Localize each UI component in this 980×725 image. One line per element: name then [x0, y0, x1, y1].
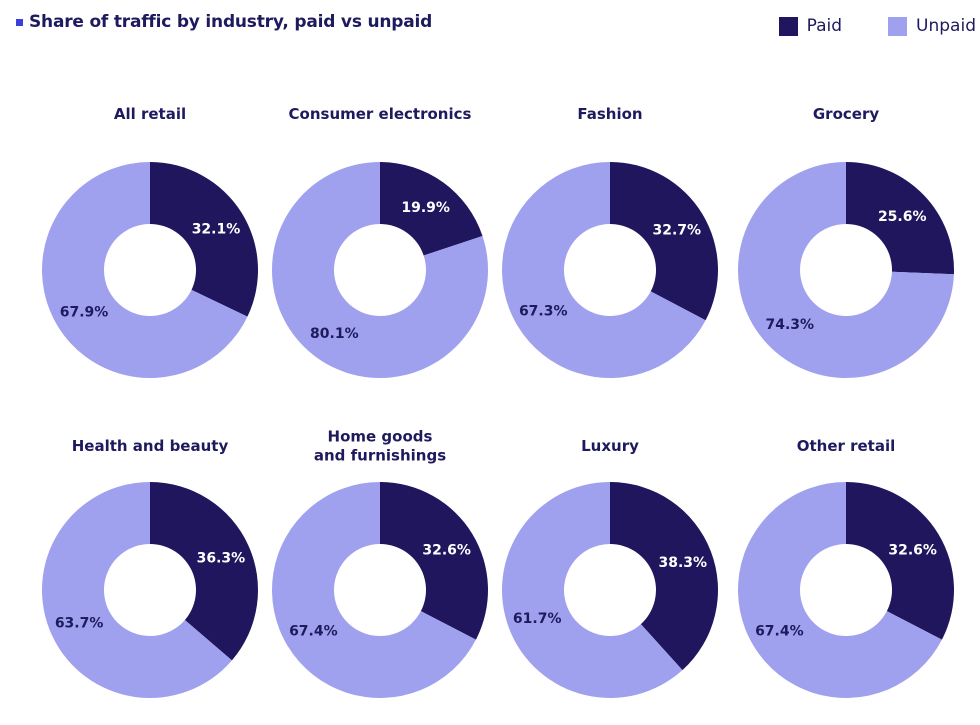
- donut-all-retail: All retail 32.1% 67.9%: [41, 105, 258, 379]
- donut-all-retail-title: All retail: [114, 105, 186, 123]
- donut-other-retail-label-paid: 32.6%: [888, 542, 937, 558]
- donut-consumer-electronics: Consumer electronics 19.9% 80.1%: [272, 105, 488, 379]
- donut-other-retail-title: Other retail: [797, 437, 896, 455]
- donut-fashion-slice-paid: [610, 162, 718, 321]
- donut-fashion-title: Fashion: [577, 105, 642, 123]
- donut-home-goods-and-furnishings-slice-unpaid: [272, 482, 476, 699]
- donut-luxury-slice-paid: [610, 482, 718, 671]
- donut-home-goods-and-furnishings-label-paid: 32.6%: [422, 542, 471, 558]
- donut-other-retail-label-unpaid: 67.4%: [755, 624, 804, 640]
- donut-luxury-slice-unpaid: [502, 482, 683, 698]
- donut-health-and-beauty-label-paid: 36.3%: [197, 550, 246, 566]
- donut-home-goods-and-furnishings-slice-paid: [380, 482, 489, 640]
- donut-consumer-electronics-slice-paid: [380, 162, 483, 256]
- donut-consumer-electronics-title: Consumer electronics: [289, 105, 472, 123]
- donut-health-and-beauty-slice-paid: [150, 482, 259, 661]
- donut-health-and-beauty-slice-unpaid: [42, 482, 232, 698]
- legend: Paid Unpaid: [733, 16, 976, 36]
- donut-fashion-label-paid: 32.7%: [652, 223, 701, 239]
- donut-fashion-slice-unpaid: [502, 162, 706, 378]
- legend-swatch-paid: [778, 16, 798, 36]
- legend-label-unpaid: Unpaid: [916, 16, 976, 36]
- legend-item-paid: Paid: [778, 16, 843, 36]
- donut-health-and-beauty: Health and beauty 36.3% 63.7%: [42, 437, 259, 698]
- donut-grocery: Grocery 25.6% 74.3%: [737, 105, 955, 378]
- donut-health-and-beauty-label-unpaid: 63.7%: [55, 616, 104, 632]
- legend-item-unpaid: Unpaid: [888, 16, 976, 36]
- legend-label-paid: Paid: [806, 16, 843, 36]
- donut-consumer-electronics-label-paid: 19.9%: [401, 200, 450, 216]
- donut-grocery-slice-paid: [846, 162, 955, 275]
- donut-consumer-electronics-slice-unpaid: [272, 162, 488, 379]
- donut-grocery-slice-unpaid: [737, 162, 954, 378]
- donut-all-retail-slice-paid: [150, 162, 258, 317]
- donut-consumer-electronics-label-unpaid: 80.1%: [310, 326, 359, 342]
- donut-grocery-label-paid: 25.6%: [878, 209, 927, 225]
- donut-luxury: Luxury 38.3% 61.7%: [502, 437, 718, 698]
- donut-luxury-title: Luxury: [581, 437, 639, 455]
- donut-other-retail-slice-unpaid: [738, 482, 942, 698]
- donut-other-retail: Other retail 32.6% 67.4%: [738, 437, 955, 698]
- donut-home-goods-and-furnishings-label-unpaid: 67.4%: [289, 624, 338, 640]
- donut-grocery-label-unpaid: 74.3%: [765, 317, 814, 333]
- donut-fashion: Fashion 32.7% 67.3%: [502, 105, 718, 378]
- donut-all-retail-label-unpaid: 67.9%: [60, 305, 109, 321]
- title-marker: [16, 18, 23, 26]
- donut-health-and-beauty-title: Health and beauty: [72, 437, 229, 455]
- donut-home-goods-and-furnishings-title: Home goods and furnishings: [314, 428, 446, 465]
- donut-all-retail-slice-unpaid: [41, 162, 248, 379]
- donut-luxury-label-unpaid: 61.7%: [513, 611, 562, 627]
- legend-swatch-unpaid: [888, 16, 908, 36]
- donut-all-retail-label-paid: 32.1%: [192, 221, 241, 237]
- page-title: Share of traffic by industry, paid vs un…: [29, 12, 433, 32]
- chart-heading: Share of traffic by industry, paid vs un…: [16, 12, 432, 32]
- donut-grocery-title: Grocery: [813, 105, 879, 123]
- donut-other-retail-slice-paid: [846, 482, 955, 640]
- donut-home-goods-and-furnishings: Home goods and furnishings 32.6% 67.4%: [272, 428, 489, 699]
- donut-fashion-label-unpaid: 67.3%: [519, 303, 568, 319]
- donut-luxury-label-paid: 38.3%: [659, 555, 708, 571]
